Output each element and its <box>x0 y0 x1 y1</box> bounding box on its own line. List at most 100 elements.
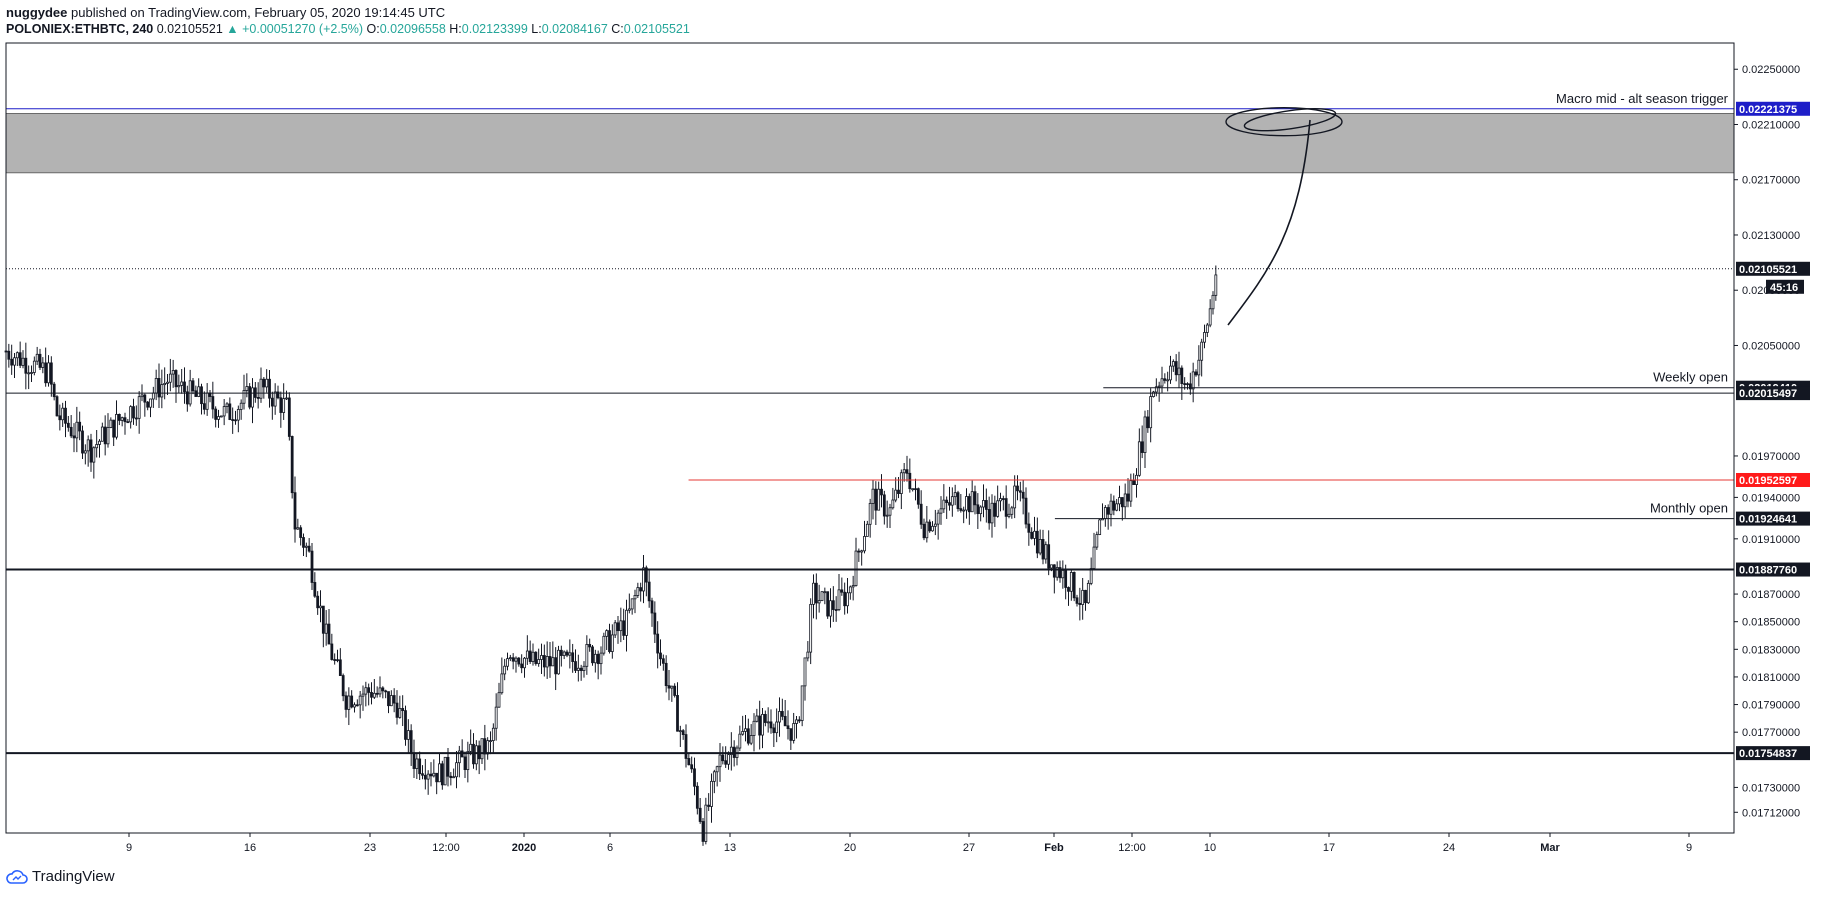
candle-body <box>1132 480 1136 485</box>
price-tag <box>1736 261 1810 276</box>
candle-body <box>925 521 929 539</box>
symbol-label[interactable]: POLONIEX:ETHBTC, 240 <box>6 22 154 36</box>
footer-brand[interactable]: TradingView <box>6 868 115 885</box>
y-tick-label: 0.01910000 <box>1742 534 1800 546</box>
candle-body <box>1154 386 1158 393</box>
candle-body <box>795 719 798 724</box>
candle-body <box>576 667 580 671</box>
candle-body <box>355 704 359 707</box>
candle-body <box>1106 507 1110 515</box>
price-axis: 0.02250000 0.02210000 0.02170000 0.02130000… <box>1734 64 1800 819</box>
candle-body <box>715 766 719 773</box>
candle-body <box>1098 519 1102 535</box>
candle-body <box>1197 359 1201 376</box>
candle-body <box>126 421 130 424</box>
candle-body <box>38 353 42 368</box>
candle-body <box>684 734 688 759</box>
candle-body <box>874 488 878 511</box>
candle-body <box>942 499 946 510</box>
candle-body <box>81 430 84 454</box>
candle-body <box>321 605 325 634</box>
x-tick-label: 23 <box>364 842 376 854</box>
candle-body <box>755 715 759 722</box>
price-tags: 0.022213750.021055210.020194100.02015497… <box>1736 101 1810 761</box>
candle-body <box>712 771 716 782</box>
candle-body <box>375 692 379 695</box>
candle-body <box>256 397 260 399</box>
candle-body <box>948 502 951 506</box>
price-tag-label: 0.02015497 <box>1739 388 1797 400</box>
candle-body <box>653 612 657 635</box>
candle-body <box>593 653 597 664</box>
candle-body <box>154 378 158 394</box>
candle-body <box>916 488 920 505</box>
candle-body <box>1086 582 1090 604</box>
candle-body <box>897 489 900 494</box>
candle-body <box>44 362 48 384</box>
candle-body <box>982 500 985 508</box>
x-tick-label: 16 <box>244 842 256 854</box>
author-name[interactable]: nuggydee <box>6 5 68 20</box>
candle-body <box>667 685 671 689</box>
candle-body <box>61 407 65 421</box>
candle-body <box>1103 507 1107 519</box>
y-tick-label: 0.01810000 <box>1742 672 1800 684</box>
candle-body <box>710 780 713 807</box>
candle-body <box>455 762 458 778</box>
candle-body <box>664 662 668 687</box>
candle-body <box>35 353 39 362</box>
y-tick-label: 0.01770000 <box>1742 727 1800 739</box>
candle-body <box>574 661 577 671</box>
candle-body <box>168 373 172 383</box>
candle-body <box>758 715 762 736</box>
candle-body <box>372 692 376 698</box>
candle-body <box>928 521 932 532</box>
candle-body <box>1021 491 1025 499</box>
candle-body <box>98 440 101 445</box>
candle-body <box>1166 379 1170 382</box>
candle-body <box>103 426 107 445</box>
candle-body <box>565 651 569 656</box>
candle-body <box>622 620 626 636</box>
candle-body <box>766 721 770 724</box>
candle-body <box>1069 572 1073 592</box>
candle-body <box>1149 396 1153 429</box>
candle-body <box>1143 416 1147 453</box>
price-tag <box>1736 101 1810 116</box>
price-tag <box>1736 746 1810 761</box>
candle-body <box>194 390 198 397</box>
candle-body <box>1171 361 1175 367</box>
time-axis: 9 16 23 12:00 2020 6 13 20 27 Feb 12:00 10 17 24 Mar 9 <box>126 833 1692 854</box>
candle-body <box>324 623 328 634</box>
candle-body <box>843 591 847 607</box>
candle-body <box>837 589 841 611</box>
candle-body <box>959 508 963 511</box>
candle-body <box>1180 367 1184 384</box>
candle-body <box>1018 490 1022 493</box>
candle-body <box>967 496 971 513</box>
candle-body <box>656 633 660 654</box>
candle-body <box>987 509 991 524</box>
candle-body <box>721 754 725 762</box>
candle-body <box>214 408 218 420</box>
candle-body <box>953 492 957 498</box>
candle-body <box>783 715 787 727</box>
candle-body <box>633 595 637 600</box>
candle-body <box>571 652 575 662</box>
candle-body <box>426 773 430 780</box>
last-price: 0.02105521 <box>156 22 223 36</box>
candle-body <box>120 417 124 421</box>
candle-body <box>157 378 161 398</box>
candle-body <box>591 646 594 664</box>
x-tick-label: 13 <box>724 842 736 854</box>
candle-body <box>610 634 614 652</box>
candle-body <box>438 763 441 783</box>
candle-body <box>27 372 31 375</box>
candle-body <box>55 396 59 417</box>
candle-body <box>962 509 966 512</box>
candle-body <box>341 675 345 697</box>
x-tick-label: 10 <box>1204 842 1216 854</box>
candle-body <box>49 362 53 385</box>
candle-body <box>452 776 456 779</box>
